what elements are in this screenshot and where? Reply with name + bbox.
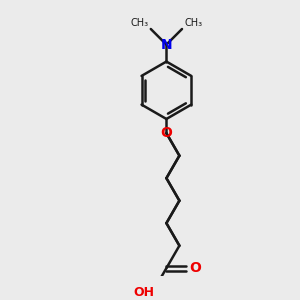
Text: O: O bbox=[160, 126, 172, 140]
Text: OH: OH bbox=[134, 286, 155, 299]
Text: CH₃: CH₃ bbox=[184, 18, 202, 28]
Text: N: N bbox=[160, 38, 172, 52]
Text: O: O bbox=[189, 261, 201, 275]
Text: CH₃: CH₃ bbox=[130, 18, 148, 28]
